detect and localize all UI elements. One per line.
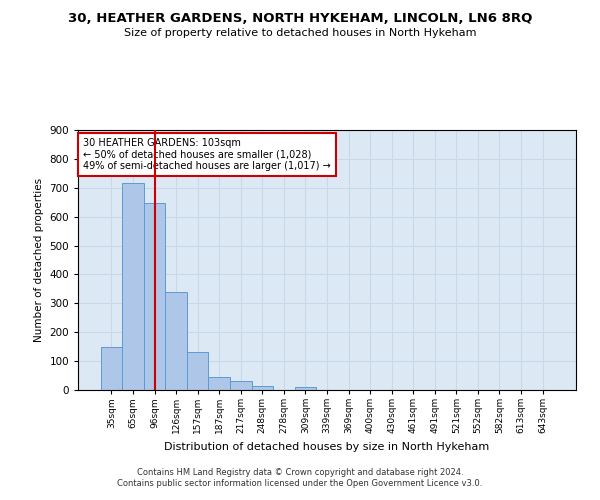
Bar (166, 292, 187, 390)
Text: Contains HM Land Registry data © Crown copyright and database right 2024.
Contai: Contains HM Land Registry data © Crown c… (118, 468, 482, 487)
Text: Size of property relative to detached houses in North Hykeham: Size of property relative to detached ho… (124, 28, 476, 38)
Text: Distribution of detached houses by size in North Hykeham: Distribution of detached houses by size … (164, 442, 490, 452)
Bar (187, 352, 208, 390)
Bar (251, 386, 273, 390)
Bar (122, 184, 144, 390)
Text: 30 HEATHER GARDENS: 103sqm
← 50% of detached houses are smaller (1,028)
49% of s: 30 HEATHER GARDENS: 103sqm ← 50% of deta… (83, 138, 331, 171)
Bar (144, 203, 166, 390)
Bar (295, 387, 316, 390)
Bar (208, 377, 230, 390)
Bar (101, 346, 122, 390)
Bar (230, 381, 251, 390)
Y-axis label: Number of detached properties: Number of detached properties (34, 178, 44, 342)
Text: 30, HEATHER GARDENS, NORTH HYKEHAM, LINCOLN, LN6 8RQ: 30, HEATHER GARDENS, NORTH HYKEHAM, LINC… (68, 12, 532, 26)
